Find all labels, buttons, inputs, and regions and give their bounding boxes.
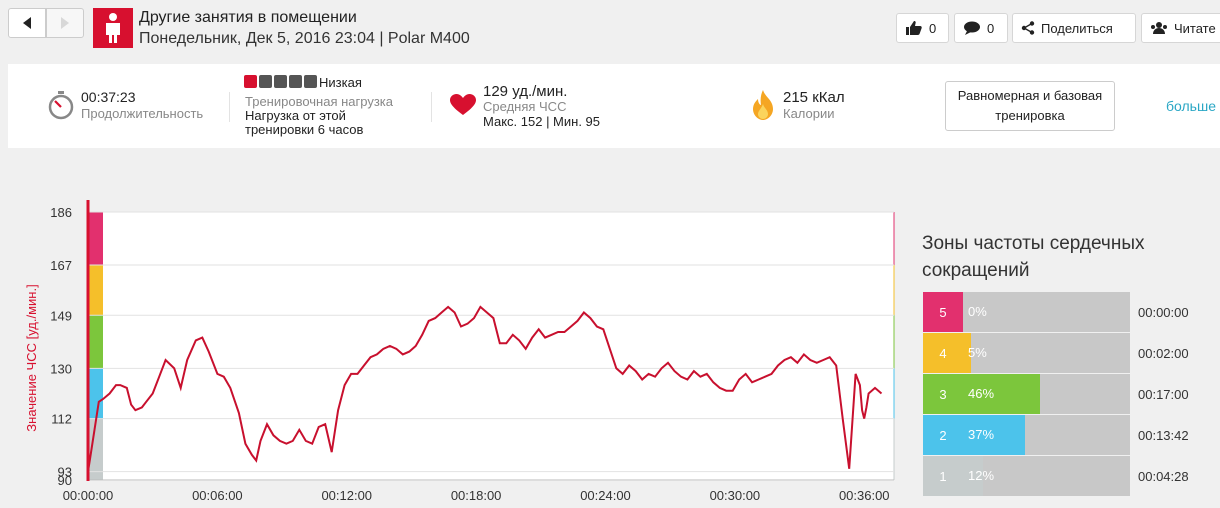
calories-value: 215 кКал [783,89,845,106]
x-tick-label: 00:24:00 [580,488,631,503]
session-subtitle: Понедельник, Дек 5, 2016 23:04 | Polar M… [139,30,470,47]
zone-percent-label: 5% [968,345,987,360]
calories-label: Калории [783,106,835,121]
zones-title: Зоны частоты сердечных сокращений [922,233,1145,281]
zone-number: 5 [923,292,963,332]
thumbs-up-icon [906,21,922,35]
zone-percent-bar [963,415,1025,455]
back-arrow-icon [23,17,31,29]
x-tick-label: 00:36:00 [839,488,890,503]
flame-icon [753,90,773,120]
zone-percent-label: 37% [968,427,995,442]
divider [229,92,230,122]
more-link[interactable]: больше [1166,98,1216,114]
y-tick-label: 167 [50,258,72,273]
training-benefit-button[interactable]: Равномерная и базовая тренировка [945,81,1115,131]
heart-icon [450,94,476,115]
hr-series-line [87,305,883,472]
avg-hr-value: 129 уд./мин. [483,83,568,100]
y-tick-label: 186 [50,205,72,220]
load-dot-filled [244,75,257,88]
x-tick-label: 00:06:00 [192,488,243,503]
zone-time: 00:17:00 [1138,387,1189,402]
zone-row-5: 5 0% [923,292,1130,332]
x-tick-label: 00:30:00 [710,488,761,503]
zone-row-4: 4 5% [923,333,1130,373]
zone-band-5 [88,212,103,266]
previous-session-button[interactable] [8,8,46,38]
zone-percent-label: 12% [968,468,995,483]
y-tick-label: 149 [50,308,72,323]
follow-icon [1151,22,1167,34]
x-tick-label: 00:12:00 [321,488,372,503]
load-dot-empty [289,75,302,88]
follow-button[interactable]: Читате [1141,13,1220,43]
zone-time: 00:00:00 [1138,305,1189,320]
zone-band-1 [88,418,103,480]
comment-button[interactable]: 0 [954,13,1008,43]
stopwatch-icon [48,91,74,120]
y-tick-label: 130 [50,361,72,376]
load-label: Тренировочная нагрузка [245,94,394,109]
x-tick-label: 00:18:00 [451,488,502,503]
share-button[interactable]: Поделиться [1012,13,1136,43]
load-recovery: Нагрузка от этой тренировки 6 часов [245,108,364,137]
comment-count: 0 [987,20,995,36]
zone-number: 1 [923,456,963,496]
y-tick-label: 93 [58,465,72,480]
divider [431,92,432,122]
load-level: Низкая [319,75,362,90]
duration-value: 00:37:23 [81,89,136,105]
forward-arrow-icon [61,17,69,29]
load-dot-empty [274,75,287,88]
like-button[interactable]: 0 [896,13,949,43]
share-icon [1021,21,1035,35]
zone-percent-label: 46% [968,386,995,401]
zone-time: 00:04:28 [1138,469,1189,484]
zone-time: 00:02:00 [1138,346,1189,361]
zone-band-3 [88,315,103,369]
zone-row-3: 3 46% [923,374,1130,414]
load-dot-empty [259,75,272,88]
zone-percent-bar [963,374,1040,414]
follow-label: Читате [1174,20,1216,36]
zone-row-1: 1 12% [923,456,1130,496]
sport-type-badge [93,8,133,48]
plot-area [88,212,894,481]
zone-number: 4 [923,333,963,373]
comment-icon [964,21,980,35]
hr-min-max: Макс. 152 | Мин. 95 [483,114,601,129]
zone-percent-bar [963,333,972,373]
duration-label: Продолжительность [81,106,204,121]
zone-number: 3 [923,374,963,414]
avg-hr-label: Средняя ЧСС [483,99,567,114]
zone-row-2: 2 37% [923,415,1130,455]
share-label: Поделиться [1041,20,1113,36]
x-tick-label: 00:00:00 [63,488,114,503]
zone-band-4 [88,265,103,316]
y-tick-label: 112 [51,412,72,427]
load-dot-empty [304,75,317,88]
zone-band-2 [88,368,103,419]
zone-percent-bar [963,456,984,496]
training-load-indicator [244,75,317,88]
session-title: Другие занятия в помещении [139,9,357,26]
zone-number: 2 [923,415,963,455]
y-axis-label: Значение ЧСС [уд./мин.] [24,284,39,431]
like-count: 0 [929,20,937,36]
zone-percent-label: 0% [968,304,987,319]
zone-time: 00:13:42 [1138,428,1189,443]
top-bar: Другие занятия в помещении Понедельник, … [0,0,1220,62]
next-session-button[interactable] [46,8,84,38]
person-icon [106,13,120,43]
y-tick-label: 90 [58,473,72,488]
